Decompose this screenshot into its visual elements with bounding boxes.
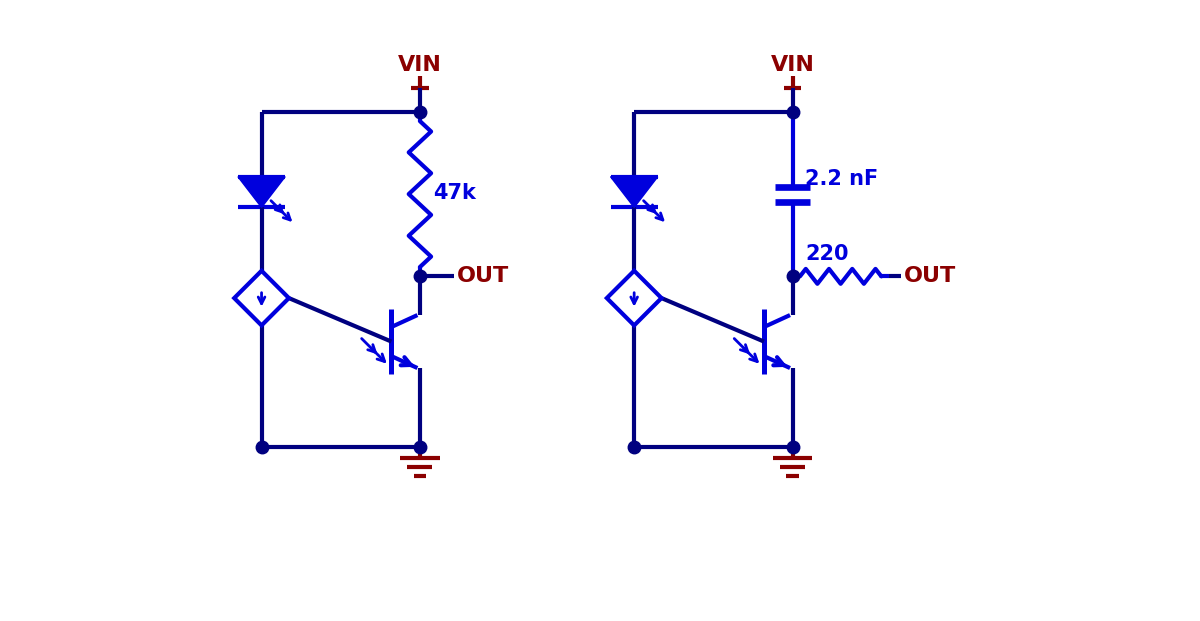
Polygon shape [607, 271, 661, 325]
Text: OUT: OUT [457, 266, 510, 286]
Text: 2.2 nF: 2.2 nF [805, 168, 878, 189]
Polygon shape [238, 177, 286, 207]
Polygon shape [234, 271, 289, 325]
Text: 47k: 47k [433, 183, 476, 202]
Polygon shape [611, 177, 658, 207]
Text: 220: 220 [805, 244, 848, 264]
Text: OUT: OUT [905, 266, 956, 286]
Text: VIN: VIN [398, 55, 442, 75]
Text: VIN: VIN [770, 55, 815, 75]
